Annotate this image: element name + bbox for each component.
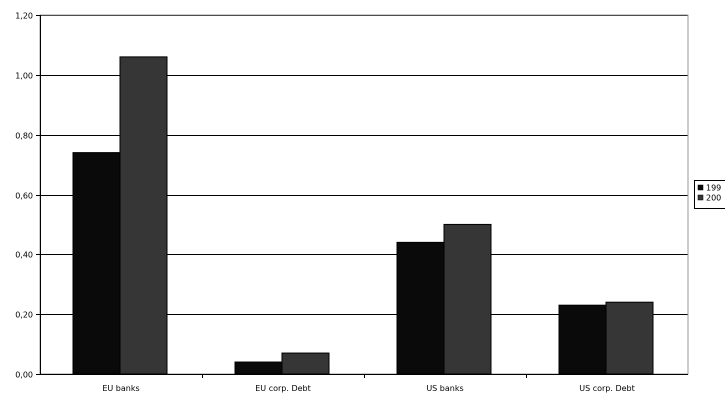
x-tick-label: EU banks [102,384,139,393]
x-tick-label: US corp. Debt [579,384,635,393]
y-tick-label: 0,60 [15,192,33,201]
bar-200-1 [281,352,330,375]
bar-200-0 [119,56,168,375]
y-tick-label: 0,00 [15,371,33,380]
x-tick-labels: EU banks EU corp. Debt US banks US corp. De… [102,384,634,393]
bar-200-3 [605,301,654,375]
y-tick-label: 1,00 [15,72,33,81]
y-tick-label: 0,40 [15,251,33,260]
bar-199-1 [234,361,283,375]
legend-swatch-199 [697,184,704,191]
y-tick-label: 1,20 [15,12,33,21]
x-tick-label: US banks [426,384,463,393]
legend-swatch-200 [697,194,704,201]
bars [72,56,654,375]
y-tick-label: 0,80 [15,132,33,141]
legend-label-199: 199 [706,184,721,193]
y-tick-label: 0,20 [15,311,33,320]
x-tick-label: EU corp. Debt [255,384,311,393]
legend-label-200: 200 [706,194,721,203]
bar-199-0 [72,152,121,375]
bar-199-2 [396,241,445,375]
bar-199-3 [558,304,607,375]
bar-200-2 [443,223,492,375]
y-tick-labels: 0,00 0,20 0,40 0,60 0,80 1,00 1,20 [15,12,33,380]
